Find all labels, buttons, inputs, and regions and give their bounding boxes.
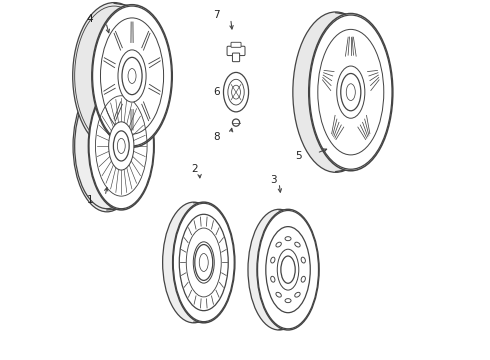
Text: 1: 1 bbox=[87, 195, 94, 205]
Ellipse shape bbox=[270, 257, 275, 263]
Ellipse shape bbox=[285, 299, 291, 303]
Text: 4: 4 bbox=[87, 14, 94, 24]
Ellipse shape bbox=[248, 209, 310, 330]
Ellipse shape bbox=[186, 228, 221, 297]
Ellipse shape bbox=[163, 202, 225, 323]
FancyBboxPatch shape bbox=[227, 46, 245, 55]
Text: 6: 6 bbox=[213, 87, 220, 97]
Ellipse shape bbox=[257, 209, 319, 330]
Ellipse shape bbox=[301, 257, 305, 263]
Ellipse shape bbox=[179, 214, 228, 311]
Ellipse shape bbox=[172, 202, 235, 323]
Ellipse shape bbox=[88, 82, 154, 210]
Ellipse shape bbox=[118, 50, 146, 102]
Ellipse shape bbox=[310, 15, 392, 169]
Text: 5: 5 bbox=[295, 150, 301, 161]
Ellipse shape bbox=[89, 83, 153, 209]
Ellipse shape bbox=[309, 13, 393, 171]
Ellipse shape bbox=[285, 237, 291, 241]
Ellipse shape bbox=[74, 6, 153, 146]
Ellipse shape bbox=[173, 203, 234, 321]
Ellipse shape bbox=[270, 276, 275, 282]
Ellipse shape bbox=[337, 66, 365, 118]
Ellipse shape bbox=[109, 122, 134, 170]
Ellipse shape bbox=[277, 249, 299, 290]
Text: 8: 8 bbox=[213, 132, 220, 142]
Ellipse shape bbox=[301, 276, 305, 282]
Ellipse shape bbox=[276, 292, 281, 297]
Ellipse shape bbox=[341, 73, 361, 111]
Ellipse shape bbox=[73, 3, 155, 149]
Ellipse shape bbox=[122, 57, 142, 95]
Ellipse shape bbox=[266, 226, 310, 313]
Ellipse shape bbox=[295, 292, 300, 297]
Ellipse shape bbox=[113, 131, 129, 161]
FancyBboxPatch shape bbox=[231, 42, 241, 47]
Ellipse shape bbox=[293, 12, 379, 172]
Ellipse shape bbox=[276, 242, 281, 247]
Ellipse shape bbox=[295, 242, 300, 247]
Text: 2: 2 bbox=[192, 164, 198, 174]
Ellipse shape bbox=[223, 72, 248, 112]
Text: 3: 3 bbox=[270, 175, 277, 185]
Ellipse shape bbox=[73, 80, 141, 212]
Ellipse shape bbox=[193, 242, 214, 283]
Ellipse shape bbox=[92, 5, 172, 147]
Text: 7: 7 bbox=[213, 10, 220, 20]
Ellipse shape bbox=[195, 244, 213, 280]
Ellipse shape bbox=[258, 211, 318, 329]
Ellipse shape bbox=[93, 6, 172, 146]
Ellipse shape bbox=[74, 83, 139, 209]
Ellipse shape bbox=[232, 119, 240, 126]
Ellipse shape bbox=[281, 256, 295, 283]
FancyBboxPatch shape bbox=[232, 53, 240, 62]
